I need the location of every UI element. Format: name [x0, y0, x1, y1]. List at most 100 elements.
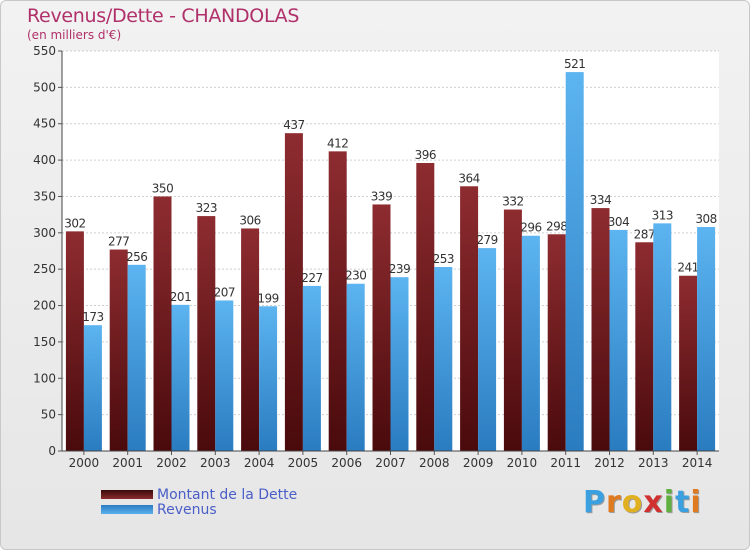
brand-letter: t: [675, 485, 691, 520]
bar-dette: [635, 242, 654, 451]
bar-dette: [65, 231, 84, 451]
data-label: 201: [170, 290, 191, 304]
bar-dette: [153, 196, 172, 451]
y-tick-label: 550: [33, 44, 56, 58]
data-label: 207: [214, 285, 235, 299]
data-label: 521: [564, 57, 585, 71]
legend: Montant de la Dette Revenus: [101, 486, 298, 518]
bar-dette: [416, 163, 435, 451]
x-tick-label: 2014: [682, 456, 713, 470]
bar-dette: [197, 216, 216, 451]
data-label: 298: [546, 219, 567, 233]
data-label: 396: [415, 148, 436, 162]
bar-revenus: [83, 325, 102, 451]
data-label: 350: [152, 181, 173, 195]
legend-label-dette: Montant de la Dette: [157, 486, 298, 503]
bar-dette: [679, 275, 698, 451]
bar-dette: [241, 228, 260, 451]
data-label: 241: [677, 261, 698, 275]
brand-letter: i: [663, 485, 676, 520]
bar-revenus: [171, 304, 190, 451]
y-tick-label: 400: [33, 153, 56, 167]
bar-revenus: [302, 285, 321, 451]
x-tick-label: 2002: [156, 456, 187, 470]
data-label: 296: [520, 221, 541, 235]
x-tick-label: 2013: [638, 456, 669, 470]
data-label: 308: [695, 212, 716, 226]
bar-revenus: [259, 306, 278, 451]
brand-letter: P: [583, 485, 606, 520]
data-label: 279: [476, 233, 497, 247]
x-tick-label: 2008: [419, 456, 450, 470]
bar-revenus: [565, 72, 584, 451]
data-label: 287: [634, 227, 655, 241]
bar-revenus: [653, 223, 672, 451]
bar-dette: [547, 234, 566, 451]
brand-letter: x: [643, 485, 664, 520]
x-tick-label: 2003: [200, 456, 231, 470]
data-label: 339: [371, 189, 392, 203]
brand-letter: o: [621, 485, 644, 520]
x-tick-label: 2006: [331, 456, 362, 470]
bar-dette: [109, 249, 128, 451]
bar-dette: [591, 208, 610, 451]
data-label: 437: [283, 118, 304, 132]
bar-dette: [328, 151, 347, 451]
bar-revenus: [390, 277, 409, 451]
legend-item-dette: Montant de la Dette: [101, 486, 298, 503]
bar-revenus: [127, 264, 146, 451]
bar-dette: [503, 209, 522, 451]
data-label: 313: [652, 208, 673, 222]
x-tick-label: 2011: [550, 456, 581, 470]
bar-revenus: [609, 229, 628, 451]
x-tick-label: 2012: [594, 456, 625, 470]
data-label: 227: [301, 271, 322, 285]
y-tick-label: 500: [33, 80, 56, 94]
data-label: 199: [257, 291, 278, 305]
x-tick-label: 2004: [244, 456, 275, 470]
legend-swatch-dette: [101, 490, 153, 499]
x-tick-label: 2009: [463, 456, 494, 470]
x-tick-label: 2010: [507, 456, 538, 470]
y-tick-label: 0: [48, 444, 56, 458]
bar-revenus: [697, 227, 716, 451]
data-label: 364: [458, 171, 479, 185]
data-label: 253: [433, 252, 454, 266]
data-label: 256: [126, 250, 147, 264]
data-label: 230: [345, 269, 366, 283]
data-label: 306: [239, 213, 260, 227]
y-tick-label: 300: [33, 226, 56, 240]
chart-subtitle: (en milliers d'€): [27, 28, 122, 42]
brand-letter: r: [606, 485, 622, 520]
bar-revenus: [346, 283, 365, 451]
y-tick-label: 250: [33, 262, 56, 276]
legend-item-revenus: Revenus: [101, 501, 297, 518]
data-label: 302: [64, 216, 85, 230]
y-tick-label: 100: [33, 371, 56, 385]
bar-revenus: [215, 300, 234, 451]
x-tick-label: 2005: [288, 456, 319, 470]
bar-dette: [372, 204, 391, 451]
bar-revenus: [521, 235, 540, 451]
legend-label-revenus: Revenus: [157, 501, 217, 518]
y-tick-label: 450: [33, 117, 56, 131]
data-label: 412: [327, 136, 348, 150]
brand-logo: Proxiti: [583, 485, 702, 520]
y-tick-label: 200: [33, 299, 56, 313]
x-tick-label: 2000: [69, 456, 100, 470]
x-tick-label: 2007: [375, 456, 406, 470]
data-label: 304: [608, 215, 629, 229]
legend-swatch-revenus: [101, 505, 153, 514]
bar-dette: [284, 133, 303, 451]
y-tick-label: 350: [33, 189, 56, 203]
bar-dette: [460, 186, 479, 452]
data-label: 239: [389, 262, 410, 276]
bar-revenus: [434, 267, 453, 451]
chart-title: Revenus/Dette - CHANDOLAS: [27, 5, 300, 27]
bar-revenus: [478, 248, 497, 451]
data-label: 323: [196, 201, 217, 215]
data-label: 277: [108, 235, 129, 249]
x-tick-label: 2001: [112, 456, 143, 470]
